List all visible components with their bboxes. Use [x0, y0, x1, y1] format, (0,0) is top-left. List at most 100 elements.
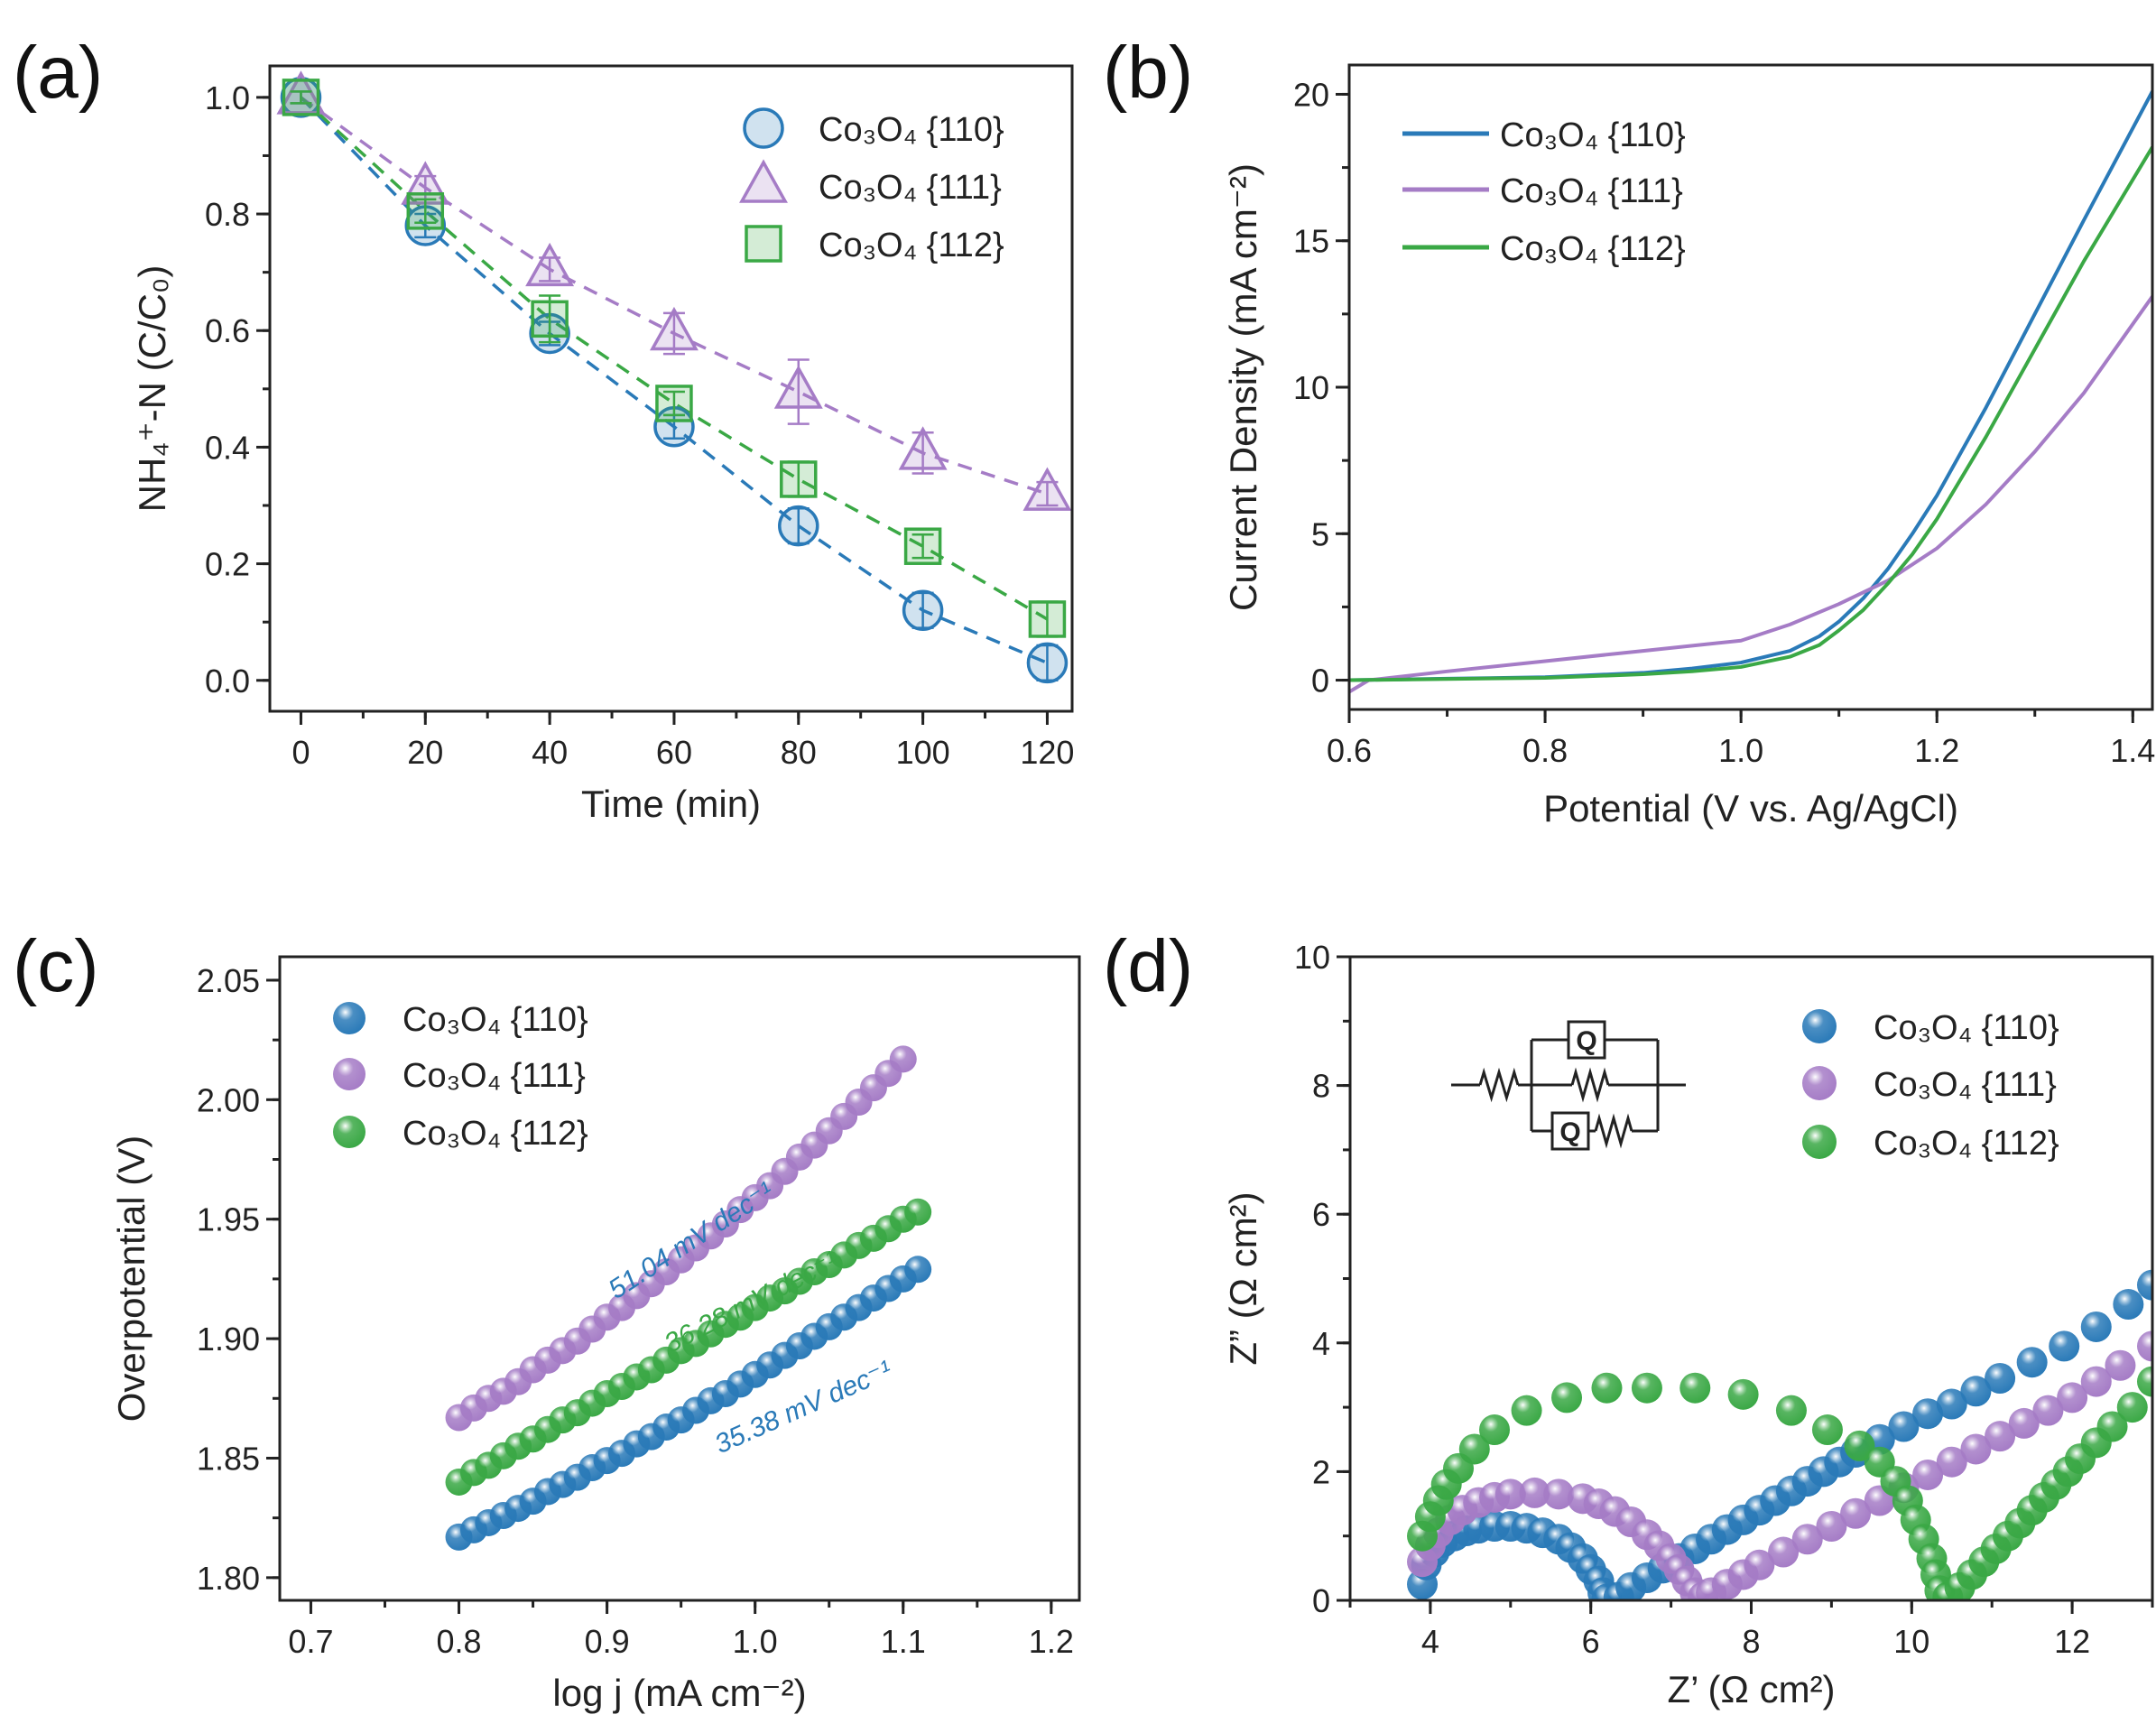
series-line: [1349, 90, 2152, 682]
y-axis-label: Current Density (mA cm⁻²): [1222, 163, 1264, 611]
data-point: [1768, 1536, 1800, 1568]
data-point: [1679, 1372, 1711, 1404]
legend-label: Co₃O₄ {112}: [403, 1115, 588, 1153]
y-tick-label: 0: [1312, 1582, 1330, 1619]
x-tick-label: 12: [2054, 1623, 2090, 1660]
data-point: [1551, 1382, 1583, 1413]
panel-label: (b): [1103, 32, 1193, 114]
y-axis-label: Z” (Ω cm²): [1222, 1191, 1264, 1365]
y-tick-label: 15: [1293, 223, 1329, 260]
panel-label: (d): [1103, 925, 1193, 1007]
data-point: [904, 1198, 932, 1226]
legend-marker: [1802, 1066, 1837, 1100]
x-tick-label: 0.6: [1327, 732, 1372, 769]
legend-marker-triangle: [739, 159, 788, 203]
cpe-icon: [1550, 1111, 1590, 1151]
data-point-circle: [902, 589, 944, 632]
x-tick-label: 1.4: [2110, 732, 2155, 769]
x-tick-label: 0.8: [437, 1623, 482, 1660]
chart-panel-d: (d) 4 6 8 10 12 0 2 4 6 8 10 Z’ (Ω cm²) Z” (Ω cm²) Co₃…: [1103, 925, 2154, 1710]
x-tick-label: 0: [291, 734, 310, 771]
data-point: [1458, 1433, 1490, 1465]
legend-marker: [333, 1116, 366, 1148]
legend-marker: [333, 1058, 366, 1090]
series-line: [1349, 145, 2152, 682]
y-tick-label: 0.2: [205, 546, 250, 583]
x-tick-label: 8: [1742, 1623, 1760, 1660]
x-axis-label: Time (min): [581, 783, 761, 825]
legend-marker: [333, 1002, 366, 1034]
data-point-circle: [1026, 642, 1069, 684]
legend-label: Co₃O₄ {112}: [819, 227, 1004, 264]
x-axis-label: Potential (V vs. Ag/AgCl): [1543, 787, 1958, 830]
data-point: [1936, 1446, 1967, 1478]
data-point-square: [655, 385, 693, 422]
chart-panel-b: (b) 0.6 0.8 1.0 1.2 1.4 0 5 10 15 20 Potential (V v…: [1103, 32, 2155, 830]
data-point: [1775, 1395, 1807, 1426]
legend-marker: [1802, 1125, 1837, 1159]
data-point: [1791, 1524, 1823, 1555]
data-point: [1811, 1414, 1843, 1446]
cpe-label: Q: [1559, 1117, 1580, 1147]
x-tick-label: 120: [1020, 734, 1074, 771]
data-point: [2137, 1330, 2152, 1362]
x-tick-label: 20: [407, 734, 443, 771]
data-point: [1912, 1459, 1944, 1490]
y-axis-label: Overpotential (V): [110, 1135, 153, 1422]
data-point: [1888, 1411, 1920, 1442]
y-tick-label: 20: [1293, 76, 1329, 113]
resistor-icon: [1594, 1113, 1633, 1149]
data-point: [904, 1256, 932, 1284]
y-tick-label: 1.80: [197, 1560, 260, 1597]
data-point: [1936, 1388, 1967, 1420]
legend-marker-square: [745, 225, 782, 263]
data-point-triangle: [525, 242, 575, 287]
series-line: [1349, 295, 2152, 694]
y-tick-label: 1.0: [205, 79, 250, 116]
data-point: [2096, 1411, 2128, 1442]
y-tick-label: 0.4: [205, 429, 250, 466]
data-point: [2049, 1330, 2080, 1362]
data-point-triangle: [773, 365, 823, 409]
y-tick-label: 6: [1312, 1196, 1330, 1233]
data-point: [1511, 1395, 1542, 1426]
legend-marker-circle: [743, 107, 784, 149]
data-point-square: [406, 192, 445, 230]
legend-marker: [1802, 1009, 1837, 1043]
data-point-triangle: [649, 306, 699, 351]
data-point: [1519, 1477, 1550, 1508]
equivalent-circuit-inset: QQ: [1451, 1020, 1686, 1151]
y-axis-label: NH₄⁺-N (C/C₀): [131, 265, 173, 513]
y-tick-label: 0.6: [205, 312, 250, 349]
cpe-icon: [1567, 1020, 1606, 1060]
x-axis-label: Z’ (Ω cm²): [1667, 1668, 1835, 1710]
data-point: [2105, 1349, 2136, 1381]
resistor-icon: [1570, 1067, 1610, 1103]
data-point: [2080, 1311, 2112, 1342]
cpe-label: Q: [1576, 1026, 1596, 1056]
data-point: [1631, 1372, 1662, 1404]
legend-label: Co₃O₄ {110}: [1874, 1009, 2059, 1047]
data-point: [2113, 1289, 2144, 1321]
legend-label: Co₃O₄ {111}: [403, 1057, 586, 1095]
data-point: [1543, 1478, 1575, 1510]
legend-label: Co₃O₄ {110}: [819, 111, 1004, 149]
data-point: [2032, 1395, 2064, 1426]
data-point-circle: [778, 505, 819, 547]
x-tick-label: 1.0: [733, 1623, 778, 1660]
data-point: [1912, 1398, 1944, 1430]
data-point: [2057, 1382, 2088, 1413]
legend-label: Co₃O₄ {110}: [1500, 116, 1686, 154]
panel-label: (c): [13, 925, 99, 1007]
data-point: [1816, 1511, 1847, 1543]
x-tick-label: 0.7: [288, 1623, 333, 1660]
plot-area: [1407, 1269, 2152, 1600]
legend-label: Co₃O₄ {111}: [819, 169, 1002, 207]
data-point-square: [531, 300, 569, 338]
x-tick-label: 1.2: [1914, 732, 1959, 769]
legend-label: Co₃O₄ {112}: [1500, 230, 1686, 268]
chart-panel-a: (a) 0 20 40 60 80 100 120 0.0 0.2 0.4 0.6 0.8 1.0 Time…: [13, 32, 1074, 825]
y-tick-label: 1.95: [197, 1201, 260, 1238]
x-tick-label: 0.8: [1522, 732, 1568, 769]
y-tick-label: 4: [1312, 1325, 1330, 1362]
